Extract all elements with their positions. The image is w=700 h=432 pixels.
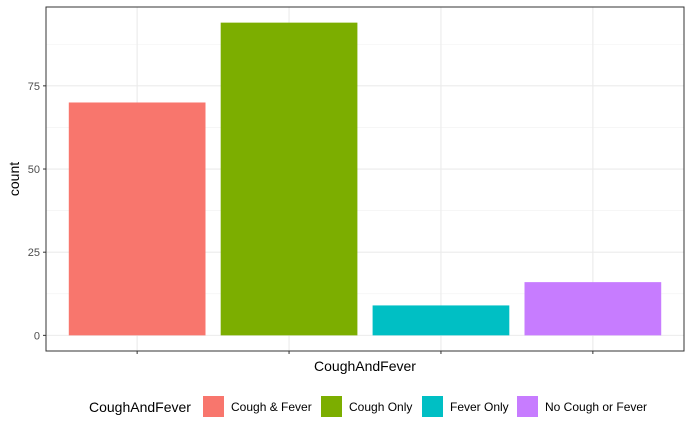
bar-fever-only bbox=[372, 305, 510, 336]
y-tick-label: 75 bbox=[28, 81, 40, 93]
legend-key-cough-only bbox=[321, 396, 342, 417]
bar-no-cough-or-fever bbox=[524, 282, 662, 336]
x-axis-ticks bbox=[136, 351, 594, 354]
bar-cough-fever bbox=[68, 102, 206, 336]
legend-title: CoughAndFever bbox=[89, 399, 191, 415]
legend-key-fever-only bbox=[422, 396, 443, 417]
bars bbox=[68, 22, 662, 336]
legend-label-fever-only: Fever Only bbox=[450, 400, 509, 414]
y-axis-ticks: 0 25 50 75 bbox=[28, 81, 46, 342]
panel-border bbox=[45, 6, 685, 352]
y-tick-label: 0 bbox=[34, 330, 40, 342]
legend-label-cough-fever: Cough & Fever bbox=[231, 400, 312, 414]
bar-cough-only bbox=[220, 22, 358, 336]
legend-key-no-cough-or-fever bbox=[517, 396, 538, 417]
legend-key-cough-fever bbox=[203, 396, 224, 417]
y-tick-label: 50 bbox=[28, 164, 40, 176]
x-axis-title: CoughAndFever bbox=[314, 358, 416, 374]
y-tick-label: 25 bbox=[28, 247, 40, 259]
y-axis-title: count bbox=[6, 162, 22, 196]
legend-label-cough-only: Cough Only bbox=[349, 400, 412, 414]
legend: CoughAndFever Cough & Fever Cough Only Fev… bbox=[89, 396, 647, 417]
legend-label-no-cough-or-fever: No Cough or Fever bbox=[545, 400, 647, 414]
